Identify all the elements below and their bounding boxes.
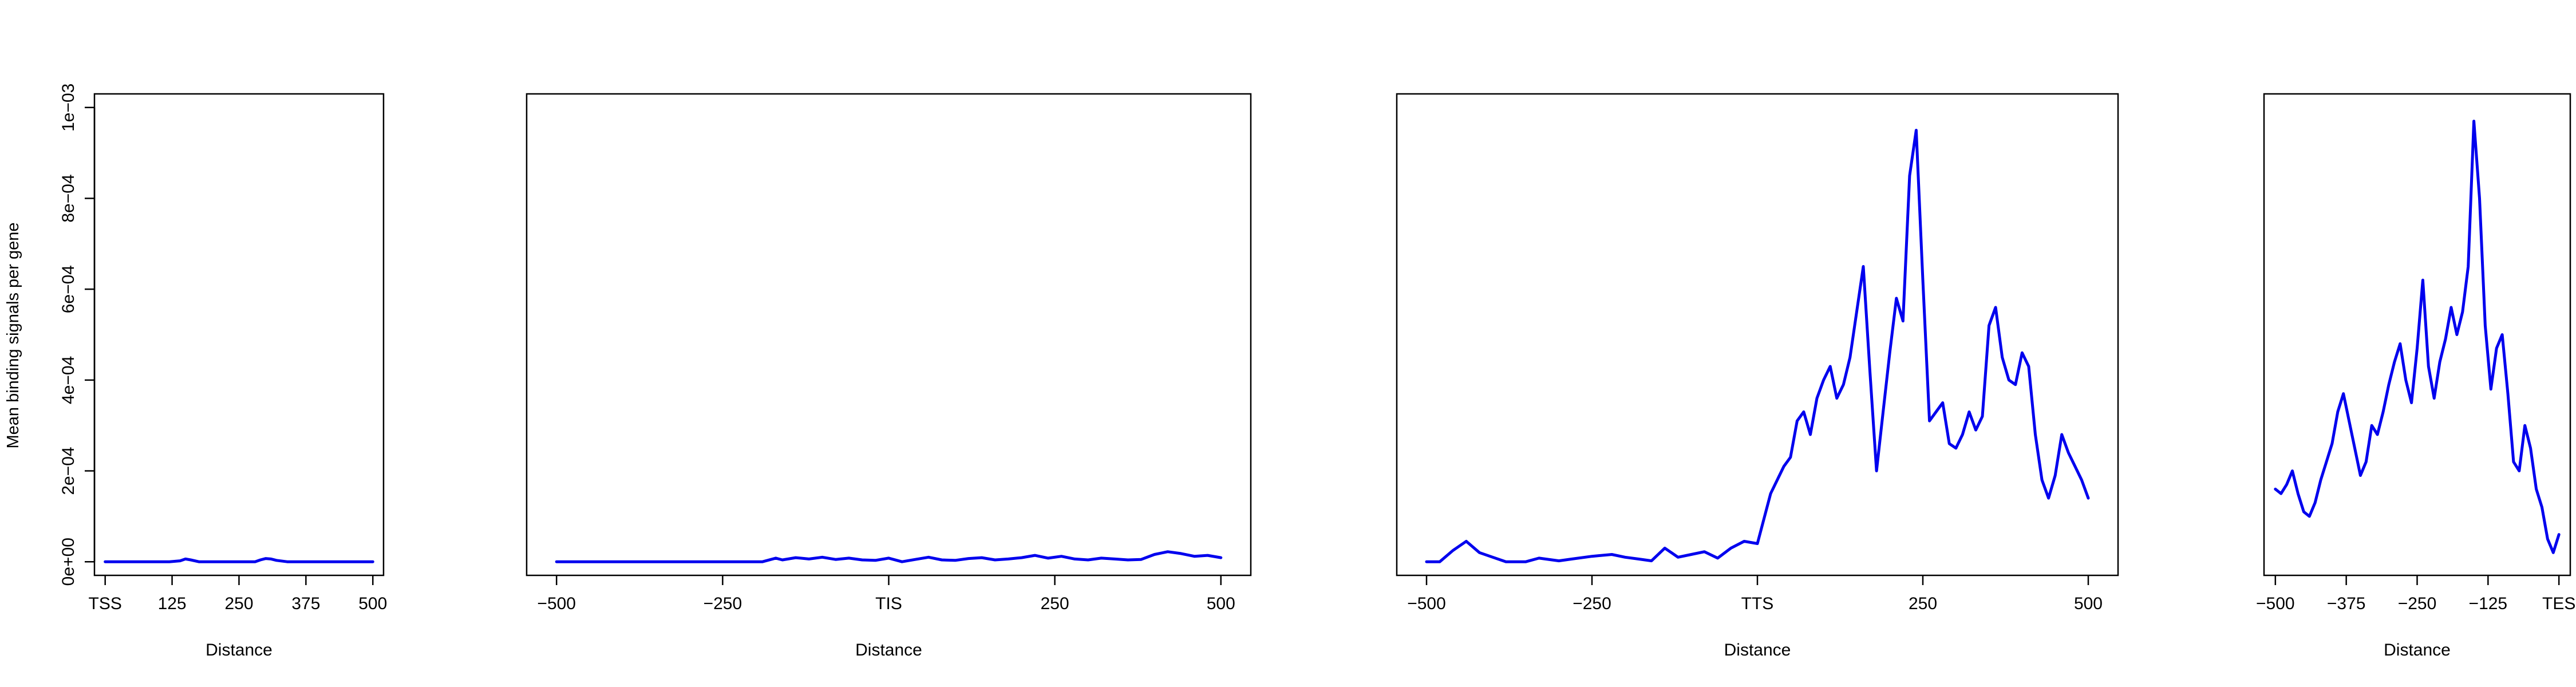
x-tick-label: −500: [1407, 594, 1446, 613]
x-axis-label: Distance: [206, 641, 272, 660]
x-tick-label: −250: [704, 594, 742, 613]
y-tick-label: 4e−04: [59, 356, 78, 404]
x-tick-label: −375: [2327, 594, 2366, 613]
x-axis-label: Distance: [2384, 641, 2451, 660]
plot-frame: [526, 93, 1252, 577]
y-tick-label: 6e−04: [59, 265, 78, 313]
x-tick-label: −250: [2398, 594, 2437, 613]
signal-series-line: [1425, 129, 2090, 563]
x-tick-label: TTS: [1741, 594, 1774, 613]
plot-frame: [93, 93, 385, 577]
y-tick-label: 1e−03: [59, 84, 78, 132]
signal-series-line: [555, 550, 1223, 563]
x-tick-label: TIS: [875, 594, 902, 613]
x-tick-label: 250: [1041, 594, 1069, 613]
x-tick-label: TES: [2542, 594, 2575, 613]
y-tick-label: 2e−04: [59, 447, 78, 495]
y-axis-label: Mean binding signals per gene: [4, 223, 22, 449]
x-tick-label: 250: [1909, 594, 1937, 613]
chart-panel-4: −500 −375 −250 −125 TES Distance: [2256, 93, 2575, 660]
y-tick-label: 0e+00: [59, 538, 78, 586]
x-tick-label: 125: [158, 594, 187, 613]
x-tick-label: 500: [1207, 594, 1235, 613]
signal-series-line: [104, 557, 374, 563]
chart-panel-2: −500 −250 TIS 250 500 Distance: [526, 93, 1252, 660]
x-tick-label: −500: [2256, 594, 2295, 613]
x-tick-label: 250: [224, 594, 253, 613]
chart-panel-1: TSS 125 250 375 500 Distance 0e+00 2e−04 4e−04 6e…: [59, 84, 387, 660]
plot-frame: [1396, 93, 2119, 577]
x-tick-label: −500: [537, 594, 576, 613]
x-axis-label: Distance: [1724, 641, 1791, 660]
y-tick-label: 8e−04: [59, 174, 78, 222]
x-tick-label: −125: [2469, 594, 2508, 613]
x-tick-label: 500: [358, 594, 387, 613]
signal-series-line: [2274, 120, 2561, 554]
x-tick-label: 500: [2074, 594, 2103, 613]
x-tick-label: 375: [291, 594, 320, 613]
x-tick-label: TSS: [89, 594, 122, 613]
x-axis-label: Distance: [855, 641, 922, 660]
x-tick-label: −250: [1573, 594, 1611, 613]
chart-panel-3: −500 −250 TTS 250 500 Distance: [1396, 93, 2119, 660]
